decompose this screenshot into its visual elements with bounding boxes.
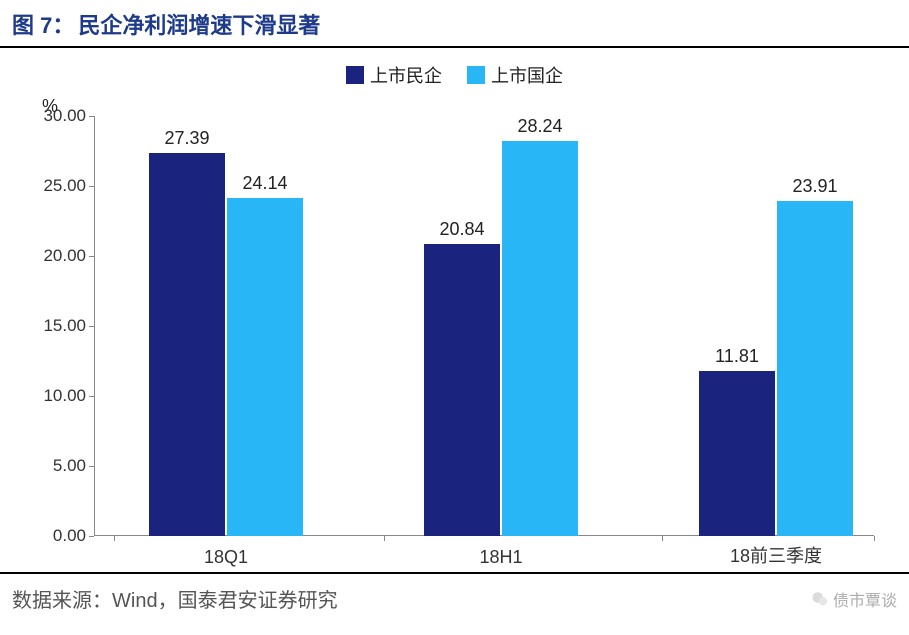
y-tick-label: 0.00 bbox=[30, 526, 86, 546]
y-tick-label: 5.00 bbox=[30, 456, 86, 476]
y-tick-mark bbox=[89, 186, 94, 187]
legend-swatch-soe bbox=[467, 66, 485, 84]
y-tick-mark bbox=[89, 536, 94, 537]
legend-swatch-private bbox=[346, 66, 364, 84]
plot-region: 0.005.0010.0015.0020.0025.0030.0018Q127.… bbox=[94, 116, 874, 536]
figure-title: 图 7：民企净利润增速下滑显著 bbox=[0, 0, 909, 48]
bar bbox=[777, 201, 853, 536]
bar bbox=[227, 198, 303, 536]
source-label: 数据来源： bbox=[12, 590, 112, 612]
y-tick-mark bbox=[89, 396, 94, 397]
x-tick-mark bbox=[114, 536, 115, 541]
legend-item-soe: 上市国企 bbox=[467, 62, 563, 88]
x-tick-label: 18Q1 bbox=[204, 547, 248, 568]
watermark: 债市覃谈 bbox=[811, 587, 897, 611]
y-tick-mark bbox=[89, 256, 94, 257]
watermark-text: 债市覃谈 bbox=[833, 587, 897, 611]
x-tick-label: 18H1 bbox=[479, 547, 522, 568]
legend: 上市民企 上市国企 bbox=[0, 62, 909, 89]
x-tick-mark bbox=[874, 536, 875, 541]
figure-number: 图 7： bbox=[12, 13, 74, 38]
y-tick-mark bbox=[89, 326, 94, 327]
x-tick-mark bbox=[662, 536, 663, 541]
chart-area: 上市民企 上市国企 % 0.005.0010.0015.0020.0025.00… bbox=[0, 48, 909, 568]
x-tick-label: 18前三季度 bbox=[730, 542, 822, 568]
legend-item-private: 上市民企 bbox=[346, 62, 442, 88]
bar-value-label: 20.84 bbox=[439, 219, 484, 240]
y-tick-label: 20.00 bbox=[30, 246, 86, 266]
legend-label-soe: 上市国企 bbox=[491, 62, 563, 88]
bar-value-label: 28.24 bbox=[517, 116, 562, 137]
bar bbox=[502, 141, 578, 536]
bar bbox=[424, 244, 500, 536]
y-tick-label: 15.00 bbox=[30, 316, 86, 336]
bar bbox=[149, 153, 225, 536]
wechat-icon bbox=[811, 590, 829, 608]
y-tick-mark bbox=[89, 116, 94, 117]
legend-label-private: 上市民企 bbox=[370, 62, 442, 88]
source-text: 数据来源：Wind，国泰君安证券研究 bbox=[12, 584, 338, 613]
bar-value-label: 11.81 bbox=[715, 346, 759, 367]
source-row: 数据来源：Wind，国泰君安证券研究 债市覃谈 bbox=[0, 574, 909, 613]
figure-title-text: 民企净利润增速下滑显著 bbox=[78, 13, 320, 38]
y-tick-label: 30.00 bbox=[30, 106, 86, 126]
source-value: Wind，国泰君安证券研究 bbox=[112, 590, 338, 612]
y-axis-line bbox=[94, 116, 95, 536]
y-tick-mark bbox=[89, 466, 94, 467]
x-tick-mark bbox=[384, 536, 385, 541]
bar-value-label: 27.39 bbox=[164, 128, 209, 149]
bar-value-label: 24.14 bbox=[242, 173, 287, 194]
y-tick-label: 10.00 bbox=[30, 386, 86, 406]
bar bbox=[699, 371, 775, 536]
bar-value-label: 23.91 bbox=[792, 176, 837, 197]
y-tick-label: 25.00 bbox=[30, 176, 86, 196]
